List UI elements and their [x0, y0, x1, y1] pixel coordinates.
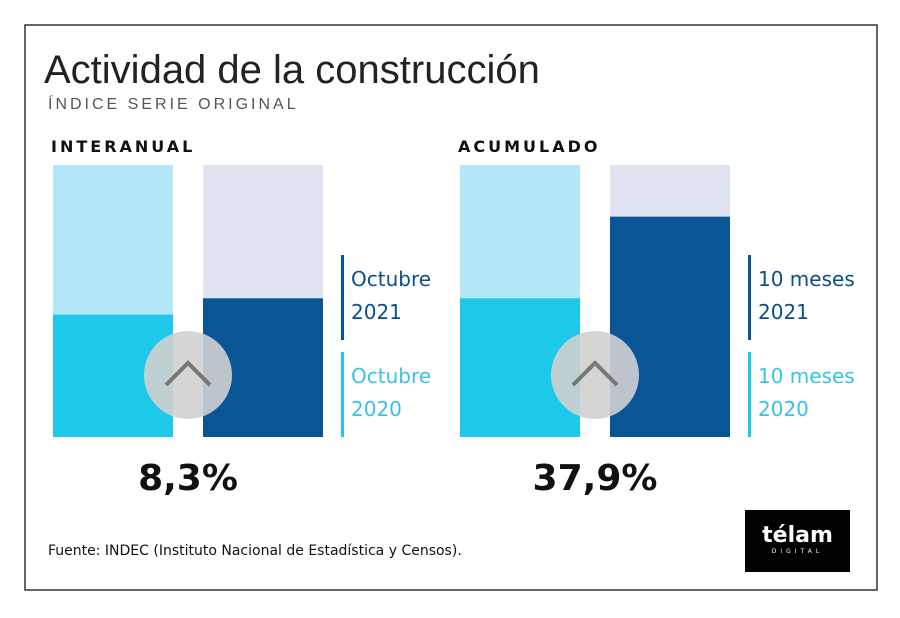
legend-label: Octubre 2021 [351, 267, 432, 324]
chart-title: INTERANUAL [51, 137, 196, 156]
logo-name: télam [762, 523, 833, 548]
legend-swatch [341, 255, 344, 340]
change-value: 8,3% [138, 458, 238, 499]
subtitle: ÍNDICE SERIE ORIGINAL [48, 96, 299, 113]
legend-label: Octubre 2020 [351, 364, 432, 421]
legend-label: 10 meses 2020 [758, 364, 855, 421]
card-border [24, 24, 878, 591]
up-indicator [144, 331, 232, 419]
up-chevron [571, 360, 619, 387]
legend-swatch [341, 352, 344, 437]
logo-tagline: DIGITAL [771, 548, 824, 555]
legend-swatch [748, 255, 751, 340]
footer: Fuente: INDEC (Instituto Nacional de Est… [48, 543, 462, 559]
up-chevron [164, 360, 212, 387]
title: Actividad de la construcción [44, 48, 540, 92]
legend-swatch [748, 352, 751, 437]
chart-title: ACUMULADO [458, 137, 601, 156]
up-indicator [551, 331, 639, 419]
change-value: 37,9% [532, 458, 658, 499]
legend-label: 10 meses 2021 [758, 267, 855, 324]
logo: télam DIGITAL [745, 510, 850, 572]
